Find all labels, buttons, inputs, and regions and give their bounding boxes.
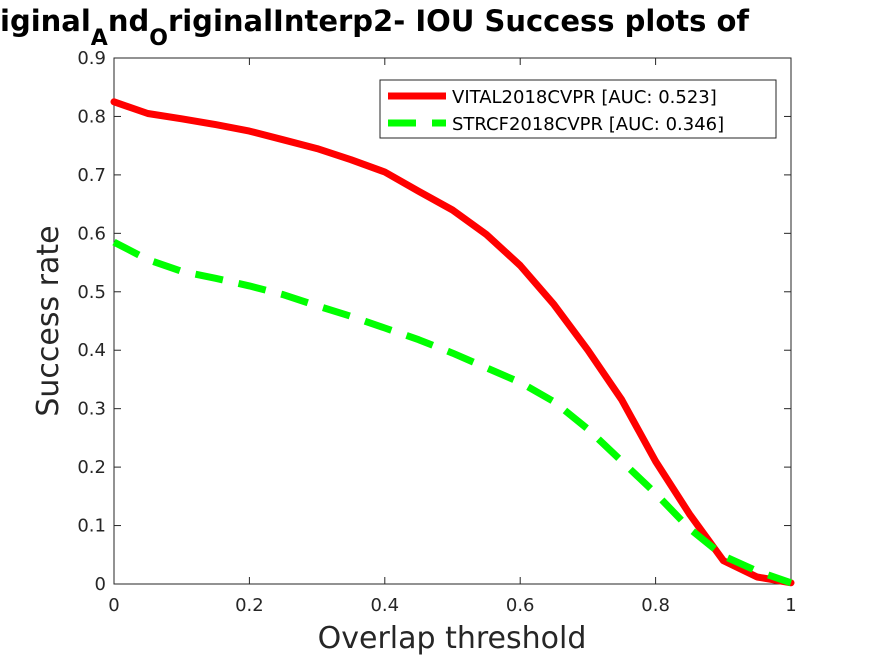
axis-ticks: 0 0.2 0.4 0.6 0.8 1 0 0.1 0.2 0.3 0.4 0.5 0.6 0.7 0.8 0… (77, 48, 796, 616)
title-subscript-2: O (149, 26, 168, 51)
title-part-3: riginalInterp2- IOU Success plots of (168, 4, 749, 38)
y-tick-label: 0.9 (77, 48, 106, 69)
y-tick-label: 0.2 (77, 457, 106, 478)
legend-label-vital: VITAL2018CVPR [AUC: 0.523] (452, 87, 717, 108)
x-axis-label: Overlap threshold (318, 621, 587, 656)
y-axis-label: Success rate (31, 225, 66, 416)
y-tick-label: 0 (95, 574, 106, 595)
legend-label-strcf: STRCF2018CVPR [AUC: 0.346] (452, 114, 724, 135)
legend-box (379, 79, 777, 139)
title-part-2: nd (108, 4, 149, 38)
title-subscript-1: A (91, 26, 108, 51)
x-tick-label: 0.8 (641, 595, 670, 616)
series-layer (110, 98, 795, 587)
y-tick-label: 0.4 (77, 340, 106, 361)
chart-title: iginalAndOriginalInterp2- IOU Success pl… (0, 4, 749, 51)
legend: VITAL2018CVPR [AUC: 0.523] STRCF2018CVPR… (379, 79, 777, 139)
y-tick-label: 0.1 (77, 516, 106, 537)
y-tick-label: 0.6 (77, 223, 106, 244)
y-tick-label: 0.7 (77, 165, 106, 186)
y-tick-label: 0.8 (77, 106, 106, 127)
x-tick-label: 0 (108, 595, 119, 616)
x-tick-label: 0.6 (506, 595, 535, 616)
x-tick-label: 1 (785, 595, 796, 616)
series-line-strcf (112, 238, 793, 587)
y-tick-label: 0.3 (77, 399, 106, 420)
x-tick-label: 0.2 (235, 595, 264, 616)
title-part-1: iginal (0, 4, 91, 38)
series-line-vital (110, 98, 795, 587)
x-tick-label: 0.4 (370, 595, 399, 616)
y-tick-label: 0.5 (77, 282, 106, 303)
